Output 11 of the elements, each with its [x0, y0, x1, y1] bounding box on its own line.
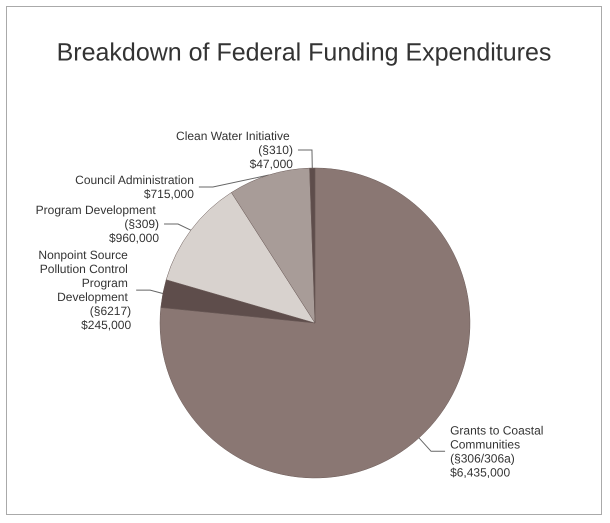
slice-label: Nonpoint Source Pollution Control Program Development (§6217): [38, 248, 132, 318]
chart-title: Breakdown of Federal Funding Expenditures: [56, 38, 552, 66]
slice-label: Council Administration: [75, 173, 194, 188]
data-label: $47,000: [250, 157, 294, 172]
data-label: $960,000: [108, 231, 160, 246]
data-label: $245,000: [81, 318, 132, 332]
slice-label: Program Development (§309): [36, 203, 160, 232]
slice-label: Grants to Coastal Communities (§306/306a): [450, 423, 547, 466]
data-label: $6,435,000: [450, 465, 510, 480]
slice-label: Clean Water Initiative (§310): [176, 129, 293, 158]
data-label: $715,000: [144, 187, 194, 202]
